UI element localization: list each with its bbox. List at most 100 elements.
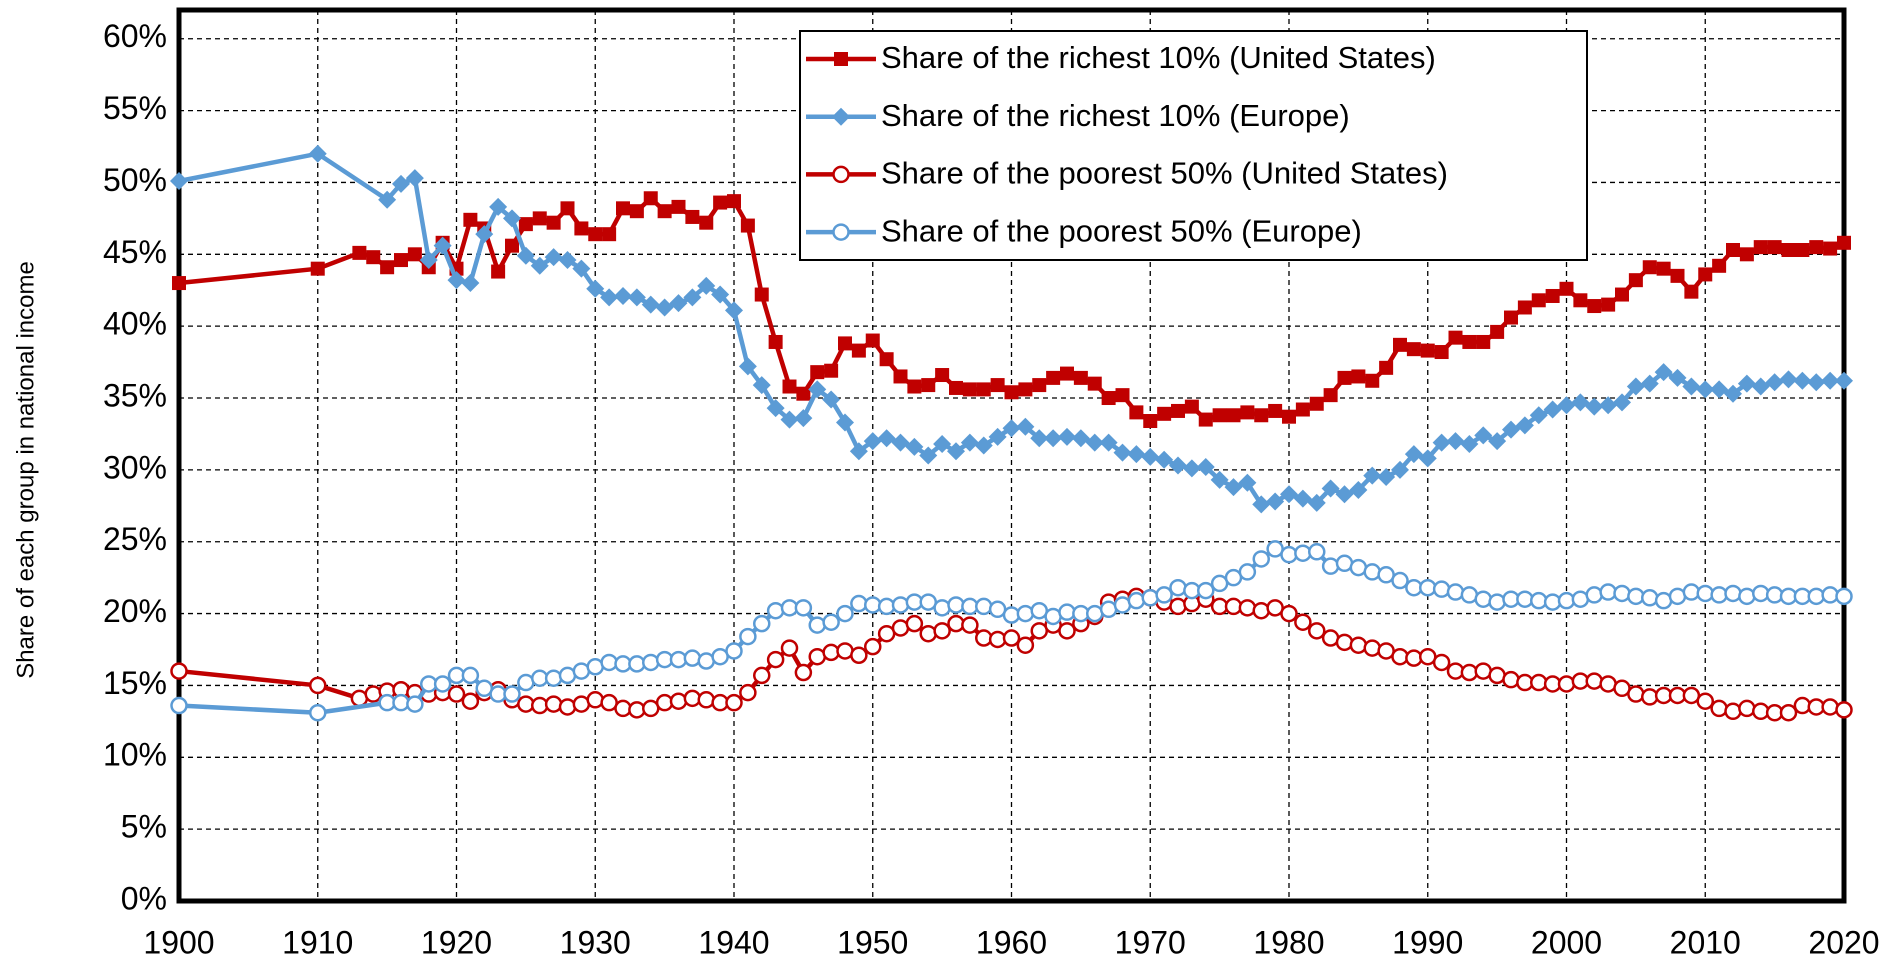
marker xyxy=(935,368,950,383)
marker xyxy=(655,298,674,317)
marker xyxy=(1004,385,1019,400)
legend-label: Share of the richest 10% (Europe) xyxy=(881,98,1350,133)
marker xyxy=(1809,240,1824,255)
marker xyxy=(1710,380,1729,399)
marker xyxy=(1073,370,1088,385)
marker xyxy=(352,245,367,260)
marker xyxy=(1393,337,1407,352)
marker xyxy=(1684,284,1699,299)
legend-label: Share of the poorest 50% (Europe) xyxy=(881,213,1362,248)
x-tick-label: 1990 xyxy=(1392,924,1463,960)
marker xyxy=(588,227,603,242)
marker xyxy=(1835,587,1853,606)
marker xyxy=(1002,419,1021,438)
marker xyxy=(172,276,186,291)
marker xyxy=(1793,371,1812,390)
y-tick-label: 20% xyxy=(103,593,167,629)
marker xyxy=(1113,443,1132,462)
marker xyxy=(1446,583,1465,601)
marker xyxy=(406,695,424,713)
marker xyxy=(1308,543,1326,561)
marker xyxy=(752,376,771,395)
marker xyxy=(463,212,478,227)
marker xyxy=(586,691,604,709)
marker xyxy=(1141,447,1160,466)
marker xyxy=(433,675,452,693)
marker xyxy=(1504,310,1518,325)
marker xyxy=(1628,273,1643,288)
marker xyxy=(518,217,533,232)
marker xyxy=(1224,478,1243,497)
marker xyxy=(836,604,854,623)
marker xyxy=(1060,366,1074,381)
marker xyxy=(1640,374,1659,393)
marker xyxy=(1795,242,1810,257)
marker xyxy=(1432,653,1451,672)
marker xyxy=(378,190,397,209)
marker xyxy=(738,357,757,376)
marker xyxy=(405,169,424,188)
marker xyxy=(1377,468,1396,487)
marker xyxy=(1238,599,1257,617)
marker xyxy=(544,695,563,713)
y-tick-label: 50% xyxy=(103,162,167,198)
marker xyxy=(1779,370,1798,389)
marker xyxy=(1196,457,1215,476)
marker xyxy=(1837,235,1851,250)
marker xyxy=(1071,429,1090,448)
marker xyxy=(739,627,757,646)
marker xyxy=(753,666,771,685)
marker xyxy=(1781,242,1796,257)
marker xyxy=(1155,586,1173,604)
marker xyxy=(1656,261,1671,276)
marker xyxy=(1474,426,1493,445)
marker xyxy=(933,435,952,454)
marker xyxy=(669,692,688,710)
marker xyxy=(503,209,521,228)
marker xyxy=(657,204,672,219)
marker xyxy=(919,446,938,465)
marker xyxy=(1823,241,1838,256)
marker xyxy=(1127,445,1146,464)
marker xyxy=(1240,405,1255,420)
marker xyxy=(1585,586,1603,604)
marker xyxy=(1587,299,1602,314)
marker xyxy=(780,639,799,657)
x-tick-label: 2020 xyxy=(1808,924,1879,960)
marker xyxy=(1307,493,1326,512)
marker xyxy=(1474,590,1492,608)
marker xyxy=(933,622,951,640)
marker xyxy=(1349,636,1368,654)
marker xyxy=(822,390,841,409)
marker xyxy=(905,437,924,456)
marker xyxy=(308,144,327,163)
marker xyxy=(447,271,466,290)
y-tick-label: 60% xyxy=(103,18,167,54)
x-tick-label: 1950 xyxy=(837,924,908,960)
marker xyxy=(1420,343,1435,358)
marker xyxy=(1767,240,1782,255)
marker xyxy=(1710,699,1728,718)
marker xyxy=(961,616,979,634)
marker xyxy=(699,215,714,230)
y-tick-label: 35% xyxy=(103,377,167,413)
marker xyxy=(832,107,850,126)
marker xyxy=(1226,408,1241,423)
marker xyxy=(1363,639,1381,657)
marker xyxy=(1294,613,1312,631)
legend: Share of the richest 10% (United States)… xyxy=(799,30,1588,261)
marker xyxy=(919,624,937,643)
marker xyxy=(1446,432,1465,451)
marker xyxy=(949,380,963,395)
marker xyxy=(1030,429,1049,448)
marker xyxy=(170,172,188,191)
marker xyxy=(1613,393,1631,412)
marker xyxy=(1058,622,1076,640)
marker xyxy=(1016,604,1035,623)
marker xyxy=(1337,370,1352,385)
marker xyxy=(1488,593,1506,611)
marker xyxy=(532,211,547,226)
marker xyxy=(600,288,619,307)
marker xyxy=(1016,417,1035,436)
marker xyxy=(933,599,951,617)
